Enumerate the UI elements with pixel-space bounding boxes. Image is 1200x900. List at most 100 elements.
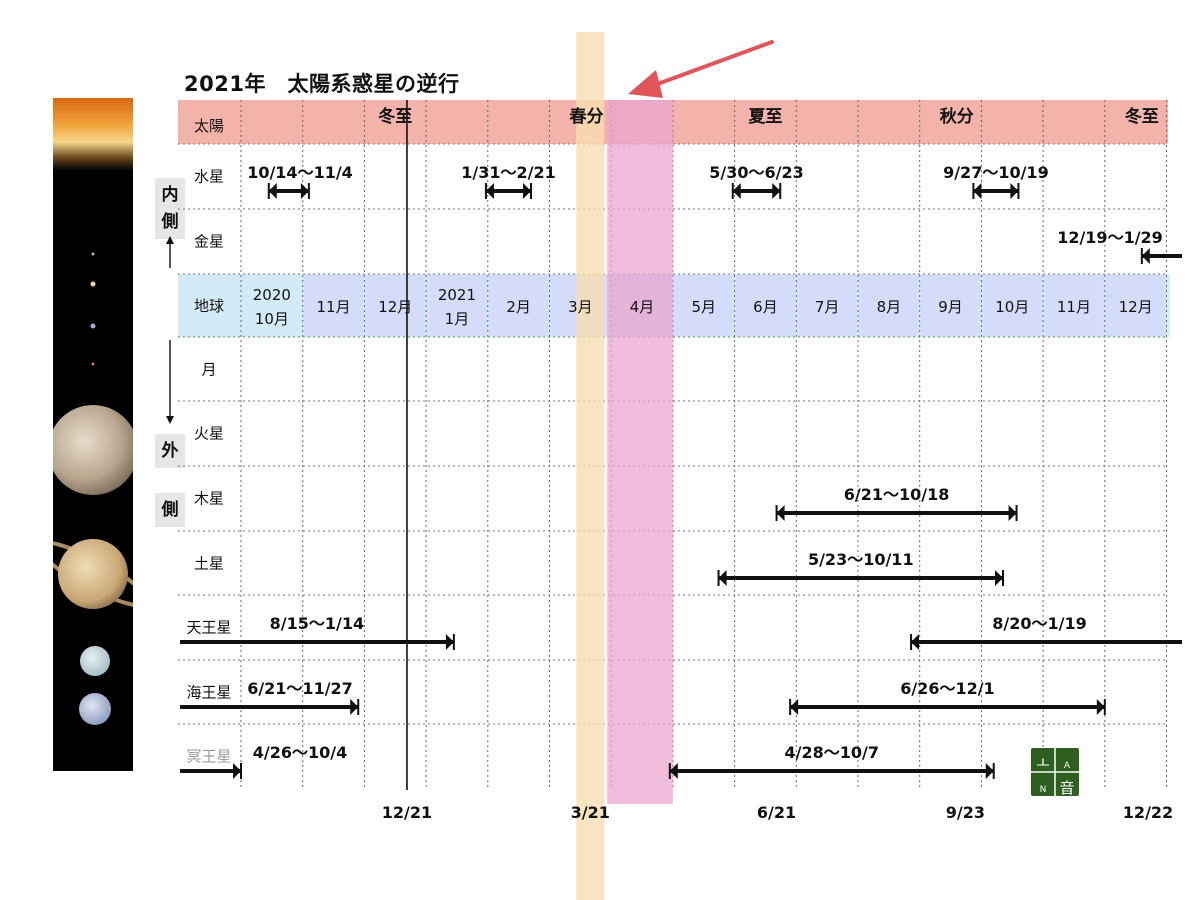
solar-term-label: 秋分 [940,106,974,127]
solar-term-label: 夏至 [748,107,782,127]
month-cell [365,275,426,336]
solar-date-label: 6/21 [757,803,796,822]
month-label: 9月 [938,298,963,316]
month-label: 12月 [1119,298,1153,316]
month-cell [673,275,734,336]
retrograde-period-label: 8/15〜1/14 [270,614,365,633]
retrograde-period-label: 4/28〜10/7 [785,743,880,762]
month-cell [488,275,549,336]
april-highlight-band [607,100,673,804]
planet-row-label: 海王星 [186,684,231,702]
retrograde-bar-end-cap [985,763,994,779]
mars-dot [91,362,95,366]
brand-logo-glyph: 音 [1059,779,1074,797]
month-cell [735,275,796,336]
sun-row-label: 太陽 [194,117,224,135]
retrograde-bar-end-cap [1096,699,1105,715]
planet-row-label: 天王星 [186,619,231,637]
brand-logo-letter: N [1040,785,1047,795]
month-label: 2月 [506,298,531,316]
brand-logo-glyph: ㅗ [1036,754,1050,772]
retrograde-period-label: 12/19〜1/29 [1057,228,1163,247]
solar-date-label: 12/21 [382,803,432,822]
solar-term-label: 春分 [570,106,604,127]
brand-logo-letter: A [1064,761,1071,771]
month-label: 4月 [630,298,655,316]
month-cell [303,275,364,336]
retrograde-bar-start-cap [485,183,494,199]
month-label: 10月 [995,298,1029,316]
month-year-label: 2020 [253,286,291,304]
retrograde-period-label: 6/26〜12/1 [900,679,995,698]
retrograde-bar-start-cap [268,183,277,199]
retrograde-period-label: 6/21〜11/27 [247,679,353,698]
month-cell [1044,275,1104,336]
retrograde-period-label: 5/30〜6/23 [709,163,804,182]
retrograde-period-label: 9/27〜10/19 [943,163,1049,182]
planet-row-label: 冥王星 [186,748,231,766]
pointer-arrow-head [628,70,663,98]
month-cell [982,275,1043,336]
retrograde-bar-end-cap [350,699,359,715]
planet-row-label: 金星 [194,233,224,251]
solar-date-label: 3/21 [571,803,610,822]
saturn-image [58,539,128,609]
planet-row-label: 土星 [194,555,224,573]
retrograde-period-label: 1/31〜2/21 [461,163,556,182]
retrograde-bar-start-cap [732,183,741,199]
inner-arrow-head [166,236,174,244]
month-year-label: 2021 [438,286,476,304]
retrograde-bar-start-cap [790,699,799,715]
venus-dot [90,281,96,287]
retrograde-period-label: 5/23〜10/11 [808,550,914,569]
jupiter-image [53,405,133,495]
neptune-image [79,693,111,725]
retrograde-bar-end-cap [522,183,531,199]
month-label: 5月 [691,298,716,316]
retrograde-period-label: 6/21〜10/18 [844,485,950,504]
month-label: 11月 [317,298,351,316]
retrograde-bar-start-cap [718,570,727,586]
month-cell [920,275,981,336]
planet-row-label: 木星 [194,490,224,508]
retrograde-bar-start-cap [1141,248,1150,264]
month-label: 7月 [815,298,840,316]
outer-label-bottom: 側 [155,493,185,527]
month-label: 3月 [568,298,593,316]
retrograde-bar-end-cap [1010,183,1019,199]
retrograde-period-label: 10/14〜11/4 [247,163,353,182]
month-cell [1105,275,1166,336]
retrograde-bar-start-cap [776,505,785,521]
month-cell [859,275,919,336]
planet-strip-image [53,98,133,771]
month-label: 10月 [255,310,289,328]
retrograde-bar-start-cap [973,183,982,199]
retrograde-bar-end-cap [772,183,781,199]
outer-arrow-head [166,416,174,424]
solar-date-label: 12/22 [1123,803,1173,822]
month-label: 8月 [877,298,902,316]
retrograde-period-label: 8/20〜1/19 [992,614,1087,633]
month-label: 1月 [445,310,470,328]
mercury-dot [91,252,95,256]
retrograde-bar-end-cap [1008,505,1017,521]
retrograde-bar-start-cap [669,763,678,779]
month-cell [797,275,857,336]
solar-date-label: 9/23 [946,803,985,822]
month-label: 6月 [753,298,778,316]
uranus-image [80,646,110,676]
planet-row-label: 月 [201,361,216,379]
month-cell [427,275,487,336]
equinox-highlight-band [576,32,605,900]
planet-row-label: 火星 [194,425,224,443]
solar-term-label: 冬至 [1125,106,1159,127]
retrograde-bar-end-cap [300,183,309,199]
retrograde-bar-end-cap [233,763,241,779]
sun-texture [53,98,133,318]
retrograde-bar-end-cap [445,634,454,650]
solar-term-label: 冬至 [378,106,412,127]
retrograde-bar-start-cap [911,634,920,650]
page-title: 2021年 太陽系惑星の逆行 [184,72,460,96]
